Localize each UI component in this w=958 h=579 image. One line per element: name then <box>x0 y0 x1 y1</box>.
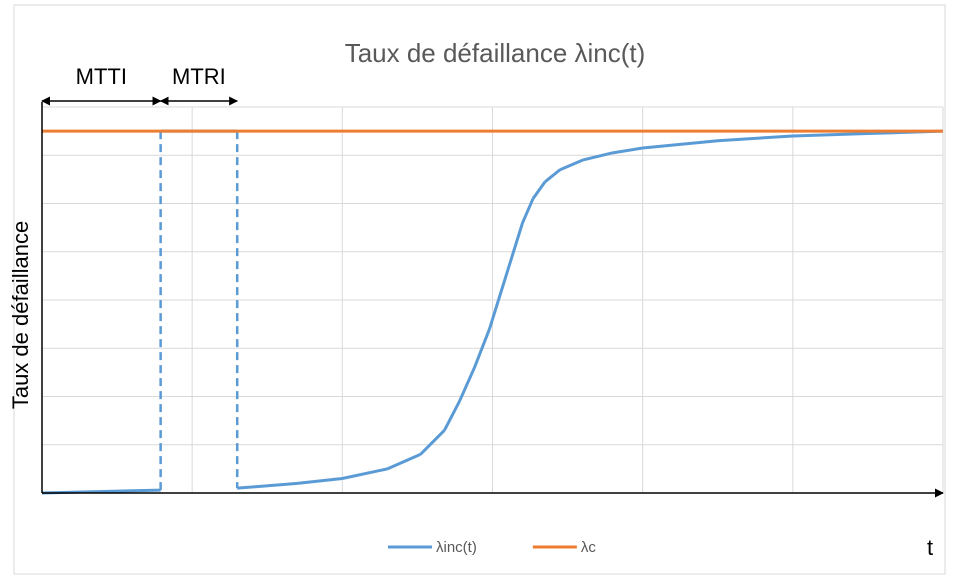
legend-label: λinc(t) <box>436 539 477 556</box>
y-axis-label: Taux de défaillance <box>8 221 33 409</box>
chart-frame <box>13 4 946 575</box>
series-line <box>41 129 944 495</box>
x-axis-label: t <box>927 535 933 560</box>
legend-label: λc <box>581 539 597 556</box>
annotation: MTTI <box>76 64 127 89</box>
chart-title: Taux de défaillance λinc(t) <box>345 38 646 68</box>
annotation: MTRI <box>172 64 226 89</box>
